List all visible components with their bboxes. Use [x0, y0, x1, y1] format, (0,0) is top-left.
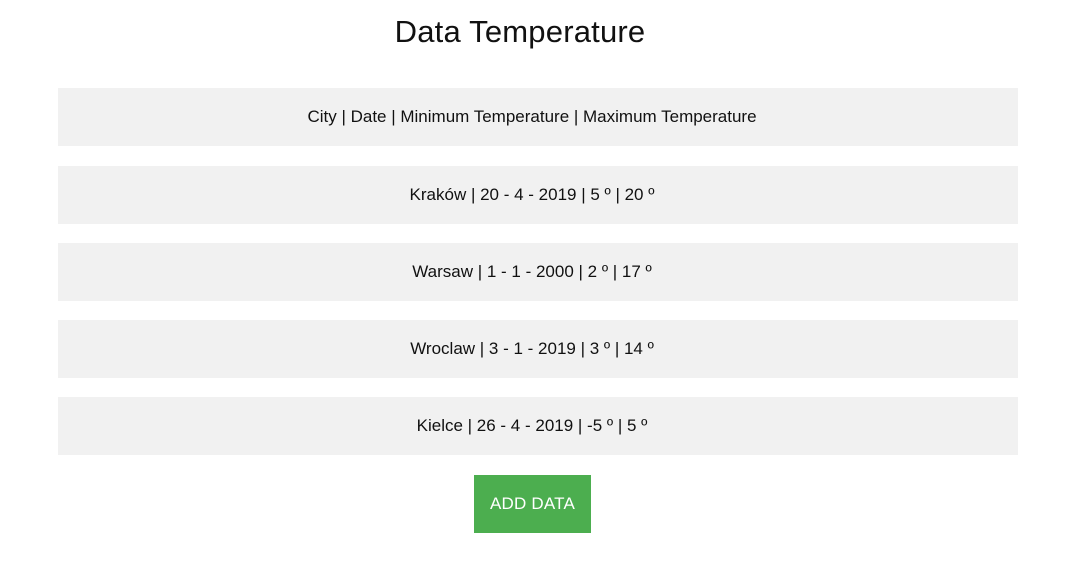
- table-row-text: Warsaw | 1 - 1 - 2000 | 2 º | 17 º: [412, 262, 652, 281]
- table-row: Warsaw | 1 - 1 - 2000 | 2 º | 17 º: [58, 243, 1018, 301]
- table-row-text: Wroclaw | 3 - 1 - 2019 | 3 º | 14 º: [410, 339, 654, 358]
- table-row: Kraków | 20 - 4 - 2019 | 5 º | 20 º: [58, 166, 1018, 224]
- table-header-label: City | Date | Minimum Temperature | Maxi…: [307, 107, 757, 126]
- table-row: Kielce | 26 - 4 - 2019 | -5 º | 5 º: [58, 397, 1018, 455]
- table-row-text: Kielce | 26 - 4 - 2019 | -5 º | 5 º: [416, 416, 648, 435]
- table-row-text: Kraków | 20 - 4 - 2019 | 5 º | 20 º: [409, 185, 655, 204]
- page-title: Data Temperature: [394, 14, 646, 49]
- add-data-button[interactable]: ADD DATA: [474, 475, 591, 533]
- table-row: Wroclaw | 3 - 1 - 2019 | 3 º | 14 º: [58, 320, 1018, 378]
- table-header-row: City | Date | Minimum Temperature | Maxi…: [58, 88, 1018, 146]
